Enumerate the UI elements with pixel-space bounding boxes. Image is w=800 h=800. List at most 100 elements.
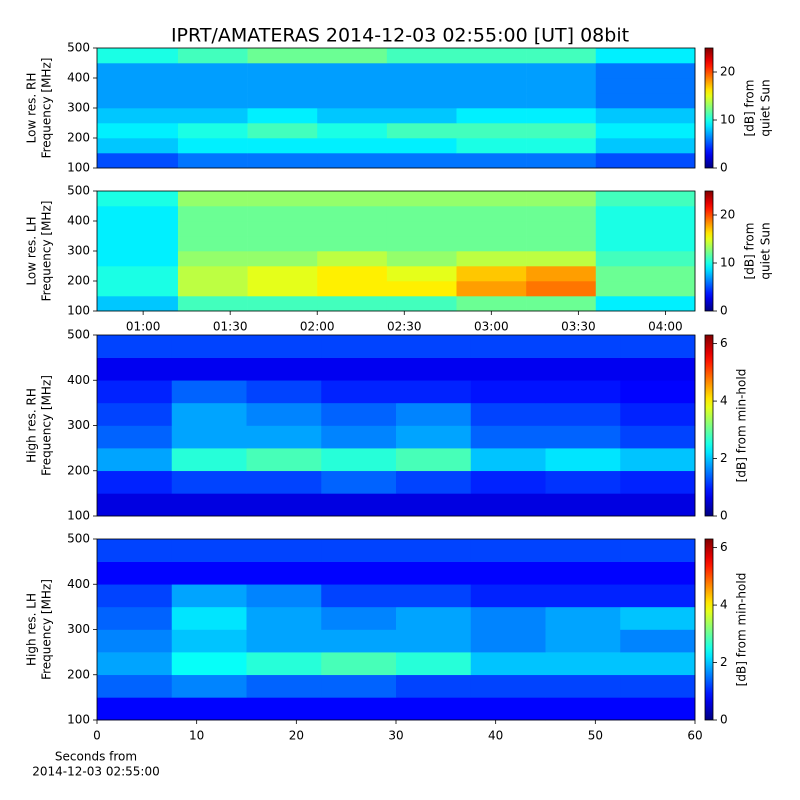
heatmap-cell [177, 93, 248, 109]
heatmap-cell [595, 63, 696, 79]
heatmap-cell [171, 425, 247, 449]
heatmap-cell [470, 357, 546, 381]
heatmap-cell [396, 380, 472, 404]
colorbar-tick-label: 4 [720, 394, 728, 408]
heatmap-cell [97, 539, 173, 562]
heatmap-cell [97, 697, 173, 721]
heatmap-cell [246, 652, 322, 676]
heatmap-cell [97, 48, 179, 64]
heatmap-cell [317, 108, 388, 124]
heatmap-cell [620, 606, 696, 630]
colorbar-tick-label: 4 [720, 598, 728, 612]
y-tick-label: 400 [67, 577, 90, 591]
heatmap-cell [386, 206, 457, 222]
heatmap-cell [620, 448, 696, 472]
heatmap-cell [456, 78, 527, 94]
heatmap-cell [247, 108, 318, 124]
colorbar-label: [dB] from min-hold [735, 573, 749, 687]
x-tick-label: 0 [93, 729, 101, 743]
colorbar-tick-label: 20 [720, 208, 735, 222]
heatmap-cell [247, 206, 318, 222]
heatmap-cell [177, 191, 248, 207]
heatmap-cell [470, 539, 546, 562]
colorbar [704, 190, 714, 312]
x-tick-label: 01:30 [213, 320, 248, 334]
colorbar-tick-label: 0 [720, 161, 728, 175]
heatmap-cell [526, 191, 597, 207]
heatmap-cell [470, 425, 546, 449]
x-tick-label: 10 [189, 729, 204, 743]
heatmap-cell [247, 236, 318, 252]
heatmap-cell [595, 296, 696, 312]
heatmap-cell [177, 206, 248, 222]
heatmap-cell [97, 93, 179, 109]
heatmap-cell [456, 93, 527, 109]
heatmap-cell [246, 674, 322, 698]
heatmap-cell [97, 380, 173, 404]
heatmap-cell [97, 281, 179, 297]
heatmap-cell [396, 561, 472, 585]
heatmap-cell [317, 296, 388, 312]
x-tick-label: 50 [588, 729, 603, 743]
heatmap-cell [171, 629, 247, 653]
heatmap-cell [396, 493, 472, 517]
heatmap-cell [526, 48, 597, 64]
heatmap-cell [177, 153, 248, 169]
heatmap-cell [97, 221, 179, 237]
figure-title: IPRT/AMATERAS 2014-12-03 02:55:00 [UT] 0… [171, 25, 629, 47]
heatmap-cell [456, 48, 527, 64]
y-tick-label: 100 [67, 161, 90, 175]
x-tick-label: 30 [388, 729, 403, 743]
heatmap-cell [545, 697, 621, 721]
heatmap-cell [595, 78, 696, 94]
heatmap-cell [595, 266, 696, 282]
colorbar-label: [dB] from [743, 223, 757, 280]
heatmap-cell [171, 448, 247, 472]
x-tick-label: 03:30 [561, 320, 596, 334]
heatmap-cell [97, 606, 173, 630]
heatmap-cell [177, 123, 248, 139]
y-tick-label: 200 [67, 463, 90, 477]
heatmap-cell [620, 335, 696, 358]
x-tick-label: 02:30 [387, 320, 422, 334]
heatmap-cell [321, 697, 397, 721]
heatmap-cell [456, 251, 527, 267]
heatmap-cell [246, 629, 322, 653]
heatmap-cell [321, 674, 397, 698]
heatmap-cell [620, 561, 696, 585]
heatmap-cell [247, 63, 318, 79]
heatmap-cell [456, 123, 527, 139]
heatmap-cell [246, 697, 322, 721]
heatmap-cell [317, 93, 388, 109]
heatmap-cell [526, 296, 597, 312]
heatmap-cell [386, 123, 457, 139]
heatmap-cell [97, 108, 179, 124]
heatmap-cell [526, 138, 597, 154]
heatmap-cell [526, 78, 597, 94]
heatmap-cell [97, 674, 173, 698]
heatmap-cell [247, 296, 318, 312]
heatmap-cell [470, 335, 546, 358]
heatmap-cell [97, 296, 179, 312]
x-tick-label: 04:00 [648, 320, 683, 334]
heatmap-cell [321, 493, 397, 517]
heatmap-cell [620, 493, 696, 517]
heatmap-cell [620, 674, 696, 698]
heatmap-cell [321, 335, 397, 358]
heatmap-cell [456, 63, 527, 79]
y-tick-label: 400 [67, 373, 90, 387]
colorbar-tick-label: 0 [720, 509, 728, 523]
heatmap-cell [470, 674, 546, 698]
heatmap-cell [317, 48, 388, 64]
x-tick-label: 40 [488, 729, 503, 743]
heatmap-cell [246, 584, 322, 608]
heatmap-cell [526, 221, 597, 237]
heatmap-cell [386, 153, 457, 169]
heatmap-cell [317, 138, 388, 154]
y-tick-label: 400 [67, 214, 90, 228]
heatmap-cell [97, 629, 173, 653]
heatmap-cell [386, 138, 457, 154]
heatmap-cell [317, 153, 388, 169]
heatmap-cell [97, 78, 179, 94]
y-axis-label: Frequency [MHz] [40, 375, 54, 476]
